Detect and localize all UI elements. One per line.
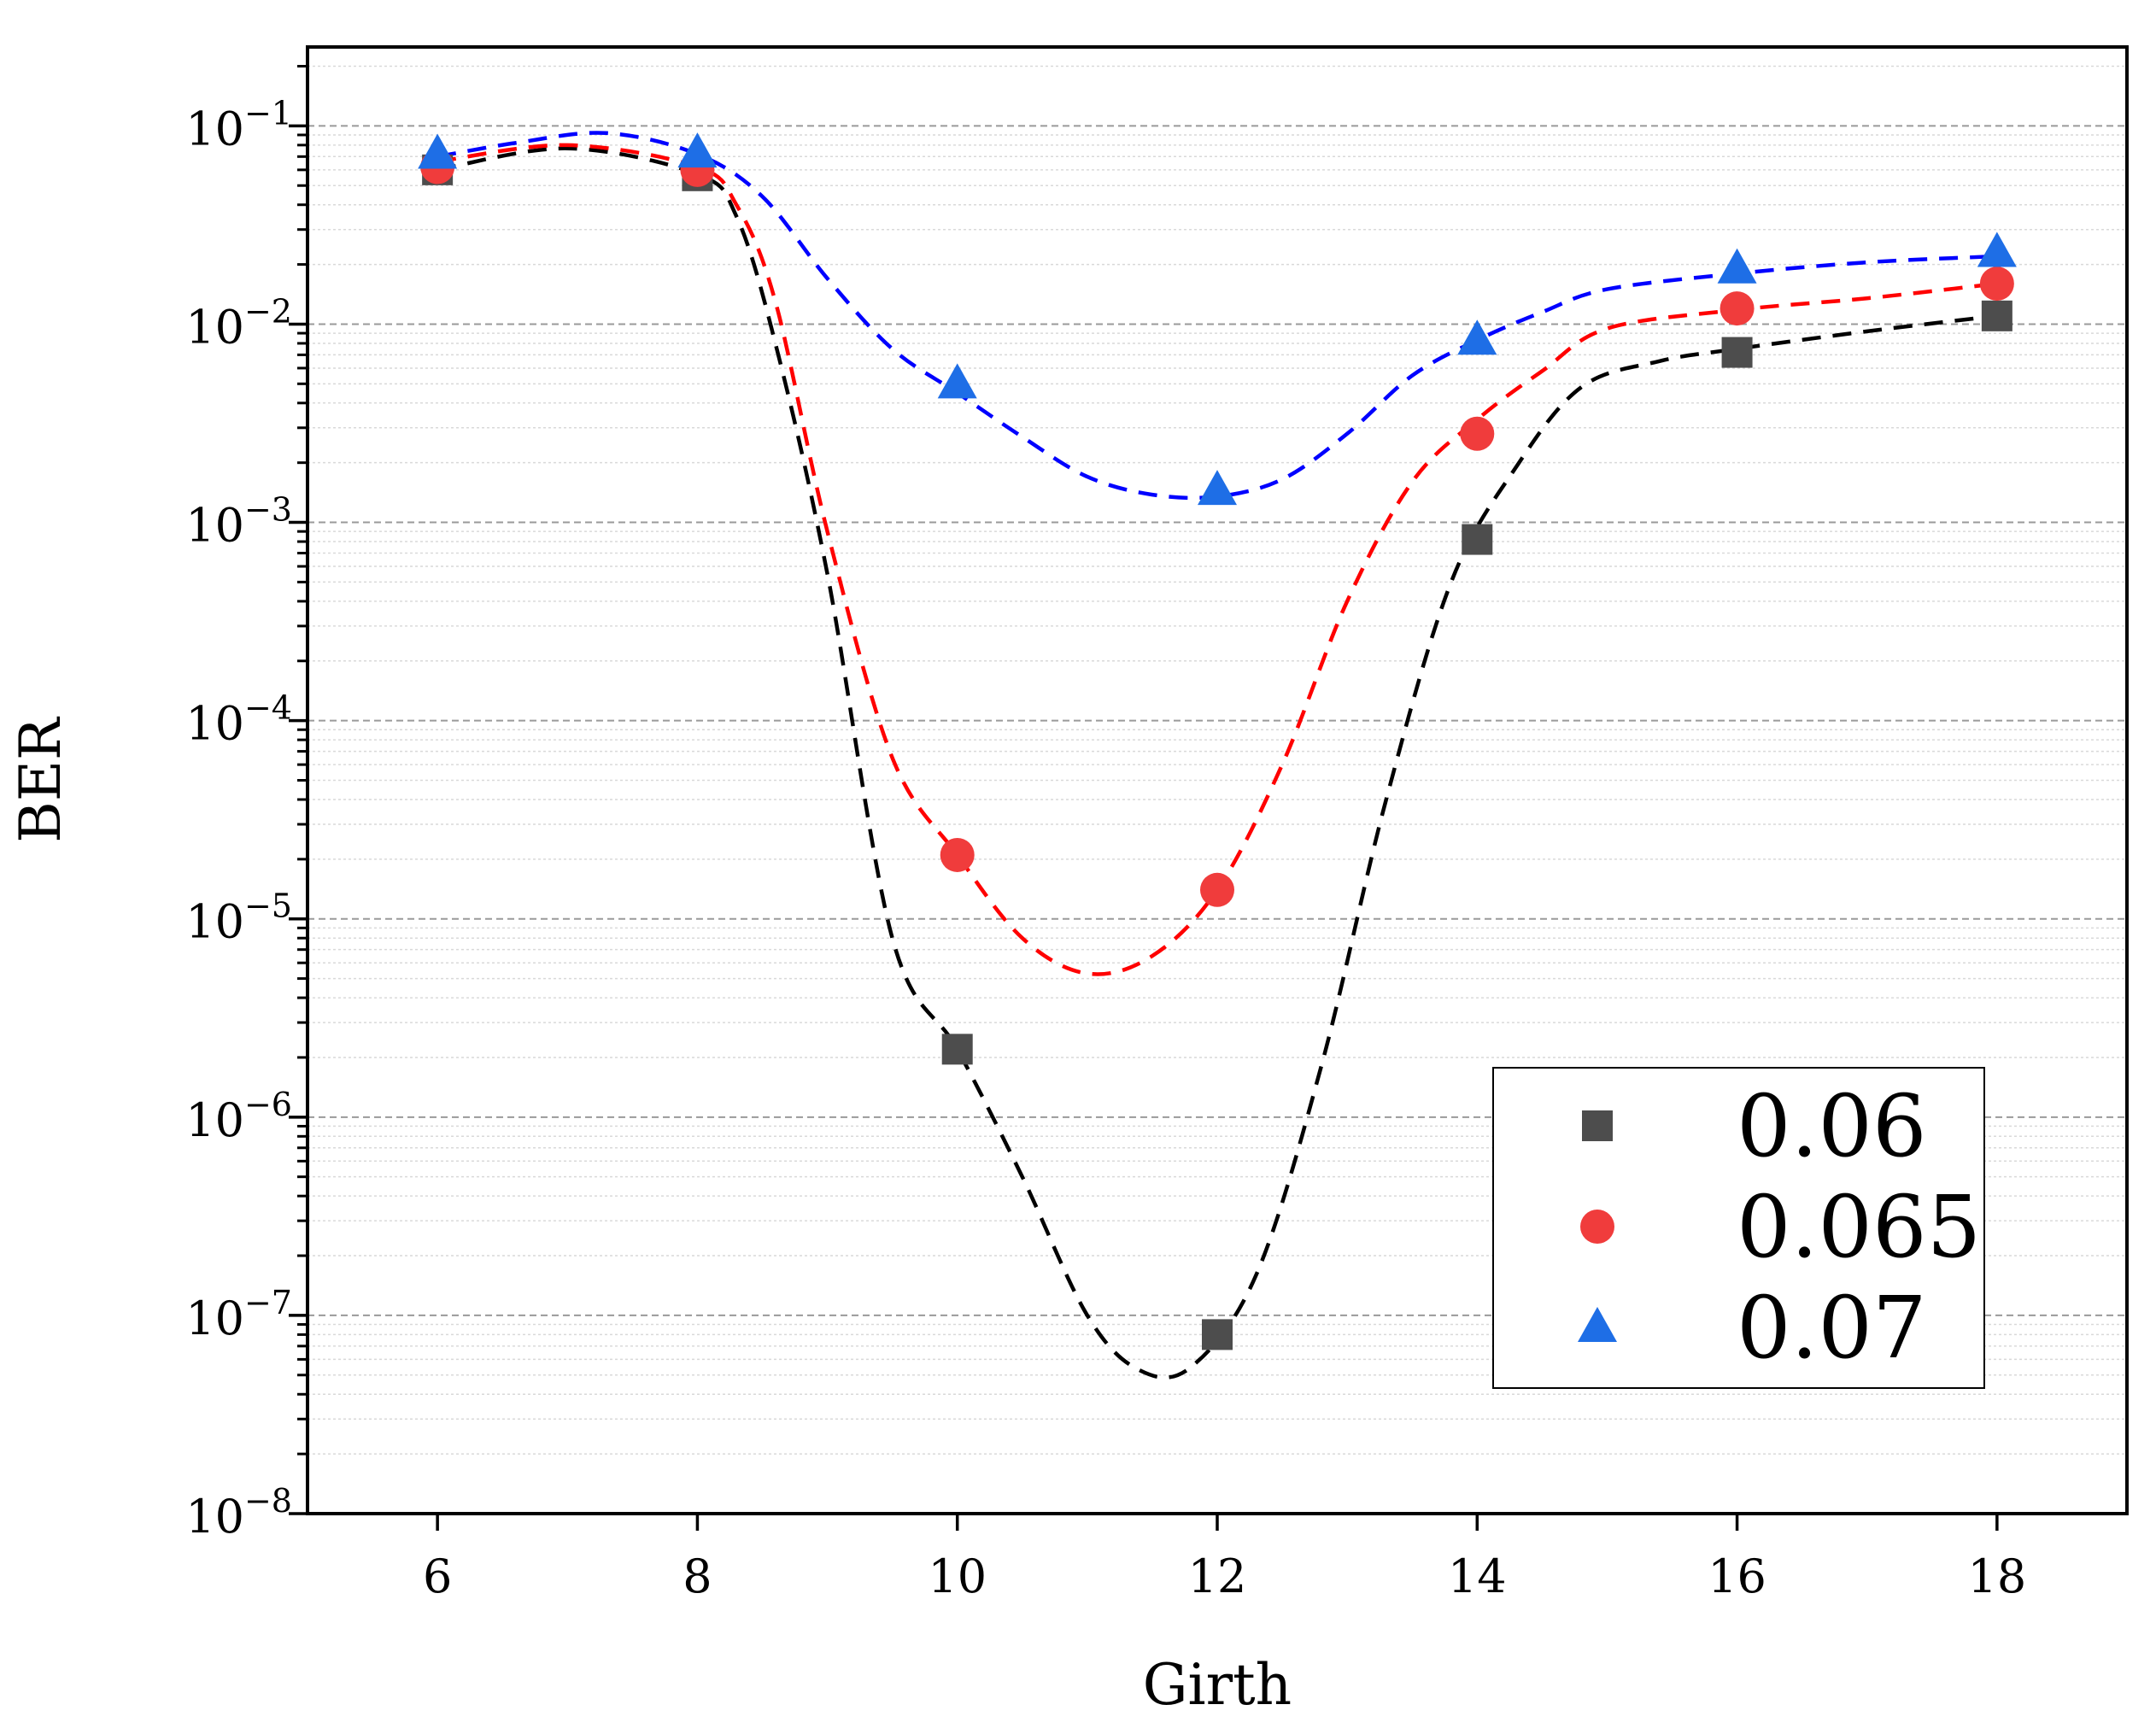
y-tick-label: 10−3 xyxy=(185,491,292,553)
data-point-0.07 xyxy=(937,363,977,399)
legend-marker-0.06 xyxy=(1582,1110,1613,1141)
y-tick-label: 10−4 xyxy=(185,689,292,751)
x-tick-label: 18 xyxy=(1967,1549,2026,1603)
data-point-0.06 xyxy=(1202,1319,1233,1350)
fit-curves xyxy=(436,131,1998,1380)
data-point-0.07 xyxy=(1457,319,1497,355)
data-point-0.07 xyxy=(1977,231,2017,267)
data-point-0.06 xyxy=(941,1034,973,1065)
fit-curve-0.065 xyxy=(436,143,1998,976)
legend-frame xyxy=(1492,1067,1985,1389)
data-point-0.07 xyxy=(677,132,718,168)
data-point-0.07 xyxy=(1717,248,1757,284)
x-axis-title: Girth xyxy=(1143,1652,1292,1718)
data-point-0.065 xyxy=(1460,416,1495,451)
y-tick-label: 10−1 xyxy=(185,94,292,155)
y-tick-label: 10−2 xyxy=(185,292,292,354)
data-point-0.07 xyxy=(1198,470,1237,506)
y-axis-title: BER xyxy=(8,716,73,843)
data-point-0.065 xyxy=(1979,267,2014,302)
x-tick-label: 14 xyxy=(1448,1549,1507,1603)
y-tick-label: 10−7 xyxy=(185,1284,292,1345)
legend-label: 0.065 xyxy=(1737,1177,1981,1277)
legend-label: 0.07 xyxy=(1737,1278,1927,1378)
data-markers xyxy=(418,132,2017,1350)
x-axis: 6 8 10 12 14 16 18 xyxy=(423,1514,2026,1603)
data-point-0.065 xyxy=(1200,872,1234,907)
data-point-0.07 xyxy=(418,133,458,169)
data-point-0.06 xyxy=(1462,524,1493,555)
data-point-0.06 xyxy=(1721,337,1753,368)
fit-curve-0.07 xyxy=(436,131,1998,501)
y-axis: 10−8 10−7 10−6 10−5 10−4 10−3 10−2 10−1 xyxy=(185,64,308,1544)
legend-marker-0.065 xyxy=(1580,1210,1614,1244)
y-tick-label: 10−6 xyxy=(185,1086,292,1147)
legend-label: 0.06 xyxy=(1737,1076,1927,1176)
x-tick-label: 10 xyxy=(928,1549,987,1603)
data-point-0.065 xyxy=(940,837,975,872)
legend-marker-0.07 xyxy=(1578,1307,1617,1342)
y-tick-label: 10−5 xyxy=(185,888,292,949)
x-tick-label: 6 xyxy=(423,1549,452,1603)
x-tick-label: 12 xyxy=(1188,1549,1247,1603)
data-point-0.065 xyxy=(1720,291,1755,326)
x-tick-label: 16 xyxy=(1708,1549,1766,1603)
fit-curve-0.06 xyxy=(436,146,1998,1380)
data-point-0.06 xyxy=(1981,300,2012,331)
y-tick-label: 10−8 xyxy=(185,1482,292,1544)
x-tick-label: 8 xyxy=(683,1549,712,1603)
